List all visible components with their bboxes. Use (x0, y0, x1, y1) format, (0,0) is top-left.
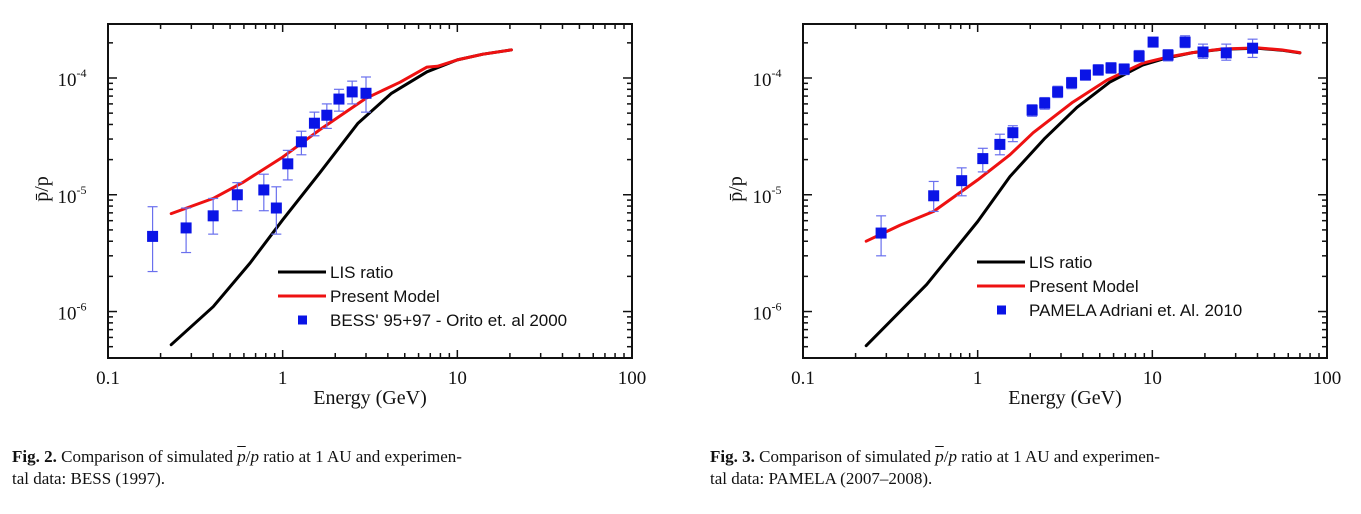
x-tick-label: 100 (618, 368, 647, 389)
caption-label: Fig. 2. (12, 447, 57, 466)
caption-symbol-sep: / (245, 447, 251, 466)
data-point (321, 109, 333, 121)
data-point (928, 190, 940, 202)
data-point (308, 117, 320, 129)
data-point (231, 189, 243, 201)
y-axis-title: p̄/p (31, 176, 53, 202)
y-tick-exponent: -5 (77, 183, 87, 197)
data-point (346, 86, 358, 98)
legend-swatch-marker (298, 315, 307, 325)
figure-3: 0.1 1 10 100 10-6 10-5 10-4 Energy (GeV) p̄/p LIS… (680, 0, 1360, 420)
data-point (1052, 86, 1064, 98)
data-point (147, 230, 159, 242)
plot-frame (802, 23, 1328, 359)
x-tick-label: 0.1 (96, 368, 120, 389)
plot-area (864, 35, 1302, 348)
data-point (1105, 62, 1117, 74)
y-tick-label: 10-5 (753, 183, 782, 208)
x-tick-label: 0.1 (791, 368, 815, 389)
data-point (1133, 50, 1145, 62)
y-tick-exponent: -5 (772, 183, 782, 197)
data-point (956, 175, 968, 187)
caption-symbol-sep: / (943, 447, 949, 466)
data-point (1118, 63, 1130, 75)
data-point (1092, 64, 1104, 76)
y-axis-title: p̄/p (725, 176, 747, 202)
legend-label: Present Model (330, 287, 440, 306)
legend-label: Present Model (1029, 277, 1139, 296)
data-point (1220, 47, 1232, 59)
y-tick-label: 10-6 (58, 300, 87, 325)
data-point (1026, 104, 1038, 116)
data-point (270, 202, 282, 214)
caption-symbol-pbar: p (935, 447, 944, 466)
data-point (1247, 42, 1259, 54)
x-tick-label: 1 (278, 368, 288, 389)
y-tick-label: 10-6 (753, 300, 782, 325)
y-tick-exponent: -4 (772, 66, 782, 80)
y-tick-label: 10-4 (753, 66, 782, 91)
data-point (207, 210, 219, 222)
x-tick-label: 10 (448, 368, 467, 389)
data-point (1147, 36, 1159, 48)
legend-label: LIS ratio (1029, 253, 1092, 272)
series-line-present-model (864, 46, 1302, 243)
data-point (180, 222, 192, 234)
caption-text-line2: tal data: PAMELA (2007–2008). (710, 469, 933, 488)
caption-text-line2: tal data: BESS (1997). (12, 469, 165, 488)
figure-2: 0.1 1 10 100 10-6 10-5 10-4 Energy (GeV) p̄/p LIS… (0, 0, 680, 420)
caption-text: Comparison of simulated (759, 447, 931, 466)
y-tick-base: 10 (58, 187, 77, 208)
y-tick-base: 10 (753, 304, 772, 325)
y-tick-base: 10 (753, 70, 772, 91)
caption-symbol-pbar: p (237, 447, 246, 466)
data-point (977, 153, 989, 165)
data-point (333, 93, 345, 105)
data-point (1179, 36, 1191, 48)
data-point (994, 138, 1006, 150)
data-point (360, 87, 372, 99)
data-point (1039, 97, 1051, 109)
data-point (258, 184, 270, 196)
x-axis-title: Energy (GeV) (1008, 387, 1121, 409)
data-point (875, 227, 887, 239)
data-point (1162, 49, 1174, 61)
plot-area (147, 48, 513, 347)
caption-label: Fig. 3. (710, 447, 755, 466)
caption-text: ratio at 1 AU and experimen- (263, 447, 462, 466)
y-tick-label: 10-5 (58, 183, 87, 208)
caption-symbol-p: p (250, 447, 259, 466)
data-point (1079, 69, 1091, 81)
data-point (1197, 46, 1209, 58)
y-tick-exponent: -4 (77, 66, 87, 80)
data-point (1066, 77, 1078, 89)
y-tick-base: 10 (58, 70, 77, 91)
caption-text: Comparison of simulated (61, 447, 233, 466)
data-point (282, 158, 294, 170)
y-tick-base: 10 (58, 304, 77, 325)
plot-frame (107, 23, 633, 359)
caption-symbol-p: p (948, 447, 957, 466)
y-tick-exponent: -6 (77, 300, 87, 314)
y-tick-base: 10 (753, 187, 772, 208)
y-tick-label: 10-4 (58, 66, 87, 91)
legend-label: PAMELA Adriani et. Al. 2010 (1029, 301, 1242, 320)
caption-fig2: Fig. 2. Comparison of simulated p/p rati… (12, 446, 652, 490)
caption-text: ratio at 1 AU and experimen- (961, 447, 1160, 466)
legend-label: LIS ratio (330, 263, 393, 282)
series-line-present-model (169, 48, 513, 216)
x-axis-title: Energy (GeV) (313, 387, 426, 409)
data-point (1007, 127, 1019, 139)
legend-swatch-marker (997, 305, 1006, 315)
x-tick-label: 1 (973, 368, 983, 389)
legend-label: BESS' 95+97 - Orito et. al 2000 (330, 311, 567, 330)
y-tick-exponent: -6 (772, 300, 782, 314)
caption-fig3: Fig. 3. Comparison of simulated p/p rati… (710, 446, 1350, 490)
data-point (295, 136, 307, 148)
x-tick-label: 100 (1313, 368, 1342, 389)
x-tick-label: 10 (1143, 368, 1162, 389)
